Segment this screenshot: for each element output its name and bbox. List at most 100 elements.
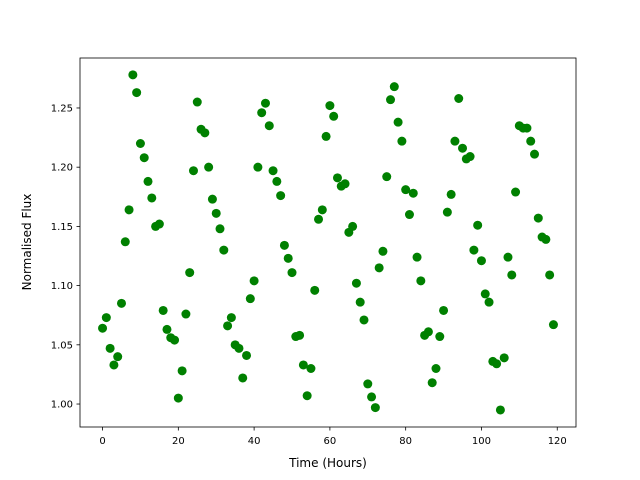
- point: [484, 297, 494, 307]
- point: [545, 270, 555, 280]
- point: [139, 153, 149, 163]
- point: [192, 97, 202, 107]
- point: [257, 108, 267, 118]
- point: [469, 245, 479, 255]
- point: [332, 173, 342, 183]
- point: [374, 263, 384, 273]
- point: [435, 332, 445, 342]
- y-tick-label: 1.10: [51, 281, 73, 292]
- point: [503, 252, 513, 262]
- x-tick-label: 40: [248, 436, 261, 447]
- point: [367, 392, 377, 402]
- point: [458, 143, 468, 153]
- y-tick-label: 1.20: [51, 163, 73, 174]
- point: [116, 298, 126, 308]
- point: [98, 323, 108, 333]
- point: [162, 324, 172, 334]
- point: [204, 162, 214, 172]
- point: [351, 278, 361, 288]
- point: [480, 289, 490, 299]
- plot-frame: [79, 57, 577, 428]
- point: [393, 117, 403, 127]
- point: [423, 327, 433, 337]
- y-tick-label: 1.05: [51, 340, 73, 351]
- point: [476, 256, 486, 266]
- point: [173, 393, 183, 403]
- point: [499, 353, 509, 363]
- point: [408, 188, 418, 198]
- point: [264, 121, 274, 131]
- point: [207, 194, 217, 204]
- point: [450, 136, 460, 146]
- point: [302, 391, 312, 401]
- point: [268, 166, 278, 176]
- point: [295, 330, 305, 340]
- point: [211, 208, 221, 218]
- point: [132, 88, 142, 98]
- point: [279, 240, 289, 250]
- point: [412, 252, 422, 262]
- point: [530, 149, 540, 159]
- y-tick-label: 1.25: [51, 103, 73, 114]
- point: [109, 360, 119, 370]
- point: [389, 82, 399, 92]
- point: [242, 350, 252, 360]
- point: [249, 276, 259, 286]
- point: [397, 136, 407, 146]
- point: [522, 123, 532, 133]
- point: [154, 219, 164, 229]
- point: [348, 221, 358, 231]
- point: [355, 297, 365, 307]
- y-tick-label: 1.15: [51, 222, 73, 233]
- point: [101, 313, 111, 323]
- point: [177, 366, 187, 376]
- point: [548, 320, 558, 330]
- point: [492, 359, 502, 369]
- point: [215, 224, 225, 234]
- point: [431, 364, 441, 373]
- point: [181, 309, 191, 319]
- point: [386, 95, 396, 105]
- point: [533, 213, 543, 223]
- point: [317, 205, 327, 215]
- x-tick-label: 20: [172, 436, 185, 447]
- point: [306, 364, 316, 373]
- point: [226, 313, 236, 323]
- point: [404, 210, 414, 220]
- point: [378, 246, 388, 256]
- point: [185, 268, 195, 278]
- point: [511, 187, 521, 197]
- point: [219, 245, 229, 255]
- y-tick-label: 1.00: [51, 400, 73, 411]
- point: [234, 343, 244, 353]
- point: [314, 214, 324, 224]
- x-axis-label: Time (Hours): [288, 456, 367, 470]
- point: [276, 191, 286, 201]
- point: [370, 403, 380, 413]
- x-tick-label: 60: [324, 436, 337, 447]
- y-axis-label: Normalised Flux: [20, 194, 34, 291]
- point: [416, 276, 426, 286]
- point: [359, 315, 369, 325]
- point: [526, 136, 536, 146]
- point: [325, 101, 335, 111]
- point: [287, 268, 297, 278]
- point: [200, 128, 210, 138]
- point: [442, 207, 452, 217]
- point: [245, 294, 255, 304]
- x-tick-label: 120: [548, 436, 567, 447]
- point: [446, 189, 456, 199]
- point: [120, 237, 130, 247]
- point: [495, 405, 505, 415]
- point: [283, 253, 293, 263]
- point: [507, 270, 517, 280]
- point: [223, 321, 233, 331]
- point: [158, 305, 168, 315]
- point: [363, 379, 373, 389]
- point: [188, 166, 198, 176]
- point: [401, 185, 411, 195]
- point: [454, 94, 464, 103]
- point: [135, 139, 145, 148]
- point: [272, 176, 282, 186]
- point: [427, 378, 437, 388]
